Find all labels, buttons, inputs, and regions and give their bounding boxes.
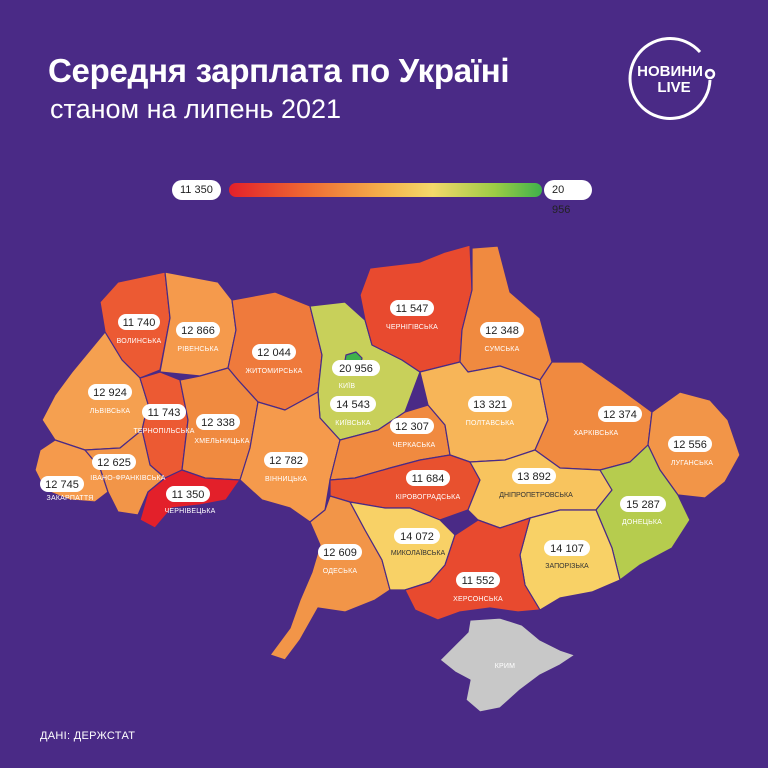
page-subtitle: станом на липень 2021	[50, 94, 342, 124]
value-pill	[40, 476, 84, 492]
value-zhytomyrska: 12 044	[257, 347, 291, 359]
value-pill	[512, 468, 556, 484]
name-sumska: СУМСЬКА	[485, 346, 520, 353]
value-khmelnytska: 12 338	[201, 417, 235, 429]
name-poltavska: ПОЛТАВСЬКА	[466, 420, 515, 427]
name-krym: КРИМ	[495, 663, 515, 670]
value-pill	[92, 454, 136, 470]
value-pill	[318, 544, 362, 560]
value-pill	[88, 384, 132, 400]
region-odeska	[269, 495, 391, 661]
value-vinnytska: 12 782	[269, 455, 303, 467]
region-sumska	[459, 245, 553, 381]
name-donetska: ДОНЕЦЬКА	[622, 519, 662, 526]
value-luhanska: 12 556	[673, 439, 707, 451]
value-pill	[468, 396, 512, 412]
region-khersonska	[404, 517, 541, 621]
value-dnipropetrovska: 13 892	[517, 471, 551, 483]
name-odeska: ОДЕСЬКА	[323, 568, 358, 575]
value-pill	[330, 396, 376, 412]
value-pill	[480, 322, 524, 338]
value-donetska: 15 287	[626, 499, 660, 511]
logo-line2: LIVE	[657, 79, 690, 96]
logo-line1: НОВИНИ	[637, 63, 703, 80]
name-zakarpattia: ЗАКАРПАТТЯ	[47, 495, 94, 502]
value-zaporizka: 14 107	[550, 543, 584, 555]
value-khersonska: 11 552	[462, 575, 495, 587]
value-kyivska: 14 543	[336, 399, 370, 411]
value-pill	[406, 470, 450, 486]
value-mykolaivska: 14 072	[400, 531, 434, 543]
value-pill	[252, 344, 296, 360]
name-kyiv: КИЇВ	[339, 382, 356, 390]
value-pill	[620, 496, 666, 512]
value-pill	[142, 404, 186, 420]
value-lvivska: 12 924	[93, 387, 127, 399]
value-pill	[118, 314, 160, 330]
region-krym	[439, 617, 576, 713]
legend-min: 11 350	[172, 180, 221, 200]
value-pill	[166, 486, 210, 502]
value-pill	[394, 528, 440, 544]
name-vinnytska: ВІННИЦЬКА	[265, 476, 307, 483]
value-poltavska: 13 321	[473, 399, 507, 411]
name-mykolaivska: МИКОЛАЇВСЬКА	[391, 549, 446, 557]
name-rivnenska: РІВЕНСЬКА	[177, 346, 218, 353]
value-chernihivska: 11 547	[396, 303, 429, 315]
name-ivano: ІВАНО-ФРАНКІВСЬКА	[90, 475, 166, 482]
name-zhytomyrska: ЖИТОМИРСЬКА	[246, 368, 303, 375]
value-pill	[456, 572, 500, 588]
data-source: ДАНІ: ДЕРЖСТАТ	[40, 730, 136, 742]
page-title: Середня зарплата по Україні	[48, 52, 510, 89]
value-pill	[176, 322, 220, 338]
name-lvivska: ЛЬВІВСЬКА	[90, 408, 131, 415]
value-zakarpattia: 12 745	[45, 479, 79, 491]
value-ternopilska: 11 743	[148, 407, 181, 419]
value-pill	[196, 414, 240, 430]
name-kyivska: КИЇВСЬКА	[335, 419, 371, 427]
value-kyiv: 20 956	[339, 363, 373, 375]
value-ivano: 12 625	[97, 457, 131, 469]
value-pill	[390, 300, 434, 316]
name-volynska: ВОЛИНСЬКА	[117, 338, 162, 345]
name-zaporizka: ЗАПОРІЗЬКА	[545, 563, 589, 570]
name-ternopilska: ТЕРНОПІЛЬСЬКА	[133, 428, 194, 435]
value-pill	[668, 436, 712, 452]
name-chernihivska: ЧЕРНІГІВСЬКА	[386, 324, 438, 331]
value-pill	[264, 452, 308, 468]
name-cherkaska: ЧЕРКАСЬКА	[393, 442, 436, 449]
value-pill	[544, 540, 590, 556]
value-volynska: 11 740	[123, 317, 156, 329]
map-labels: 11 740 ВОЛИНСЬКА 12 866 РІВЕНСЬКА 12 044…	[40, 300, 713, 670]
name-kirovohradska: КІРОВОГРАДСЬКА	[396, 494, 461, 501]
value-pill	[598, 406, 642, 422]
legend-gradient-bar	[229, 183, 542, 197]
legend-max: 20 956	[544, 180, 592, 216]
name-dnipropetrovska: ДНІПРОПЕТРОВСЬКА	[499, 492, 573, 499]
name-khersonska: ХЕРСОНСЬКА	[453, 596, 503, 603]
name-kharkivska: ХАРКІВСЬКА	[574, 430, 619, 437]
value-pill	[390, 418, 434, 434]
color-legend: 11 350 20 956	[172, 180, 592, 216]
value-odeska: 12 609	[323, 547, 357, 559]
name-luhanska: ЛУГАНСЬКА	[671, 460, 713, 467]
value-chernivetska: 11 350	[172, 489, 205, 501]
value-rivnenska: 12 866	[181, 325, 215, 337]
value-kharkivska: 12 374	[603, 409, 637, 421]
value-pill	[332, 360, 380, 376]
name-chernivetska: ЧЕРНІВЕЦЬКА	[164, 508, 215, 515]
name-khmelnytska: ХМЕЛЬНИЦЬКА	[194, 438, 249, 445]
value-sumska: 12 348	[485, 325, 519, 337]
value-kirovohradska: 11 684	[412, 473, 445, 485]
value-cherkaska: 12 307	[395, 421, 429, 433]
novyny-live-logo: НОВИНИ LIVE	[628, 37, 716, 120]
